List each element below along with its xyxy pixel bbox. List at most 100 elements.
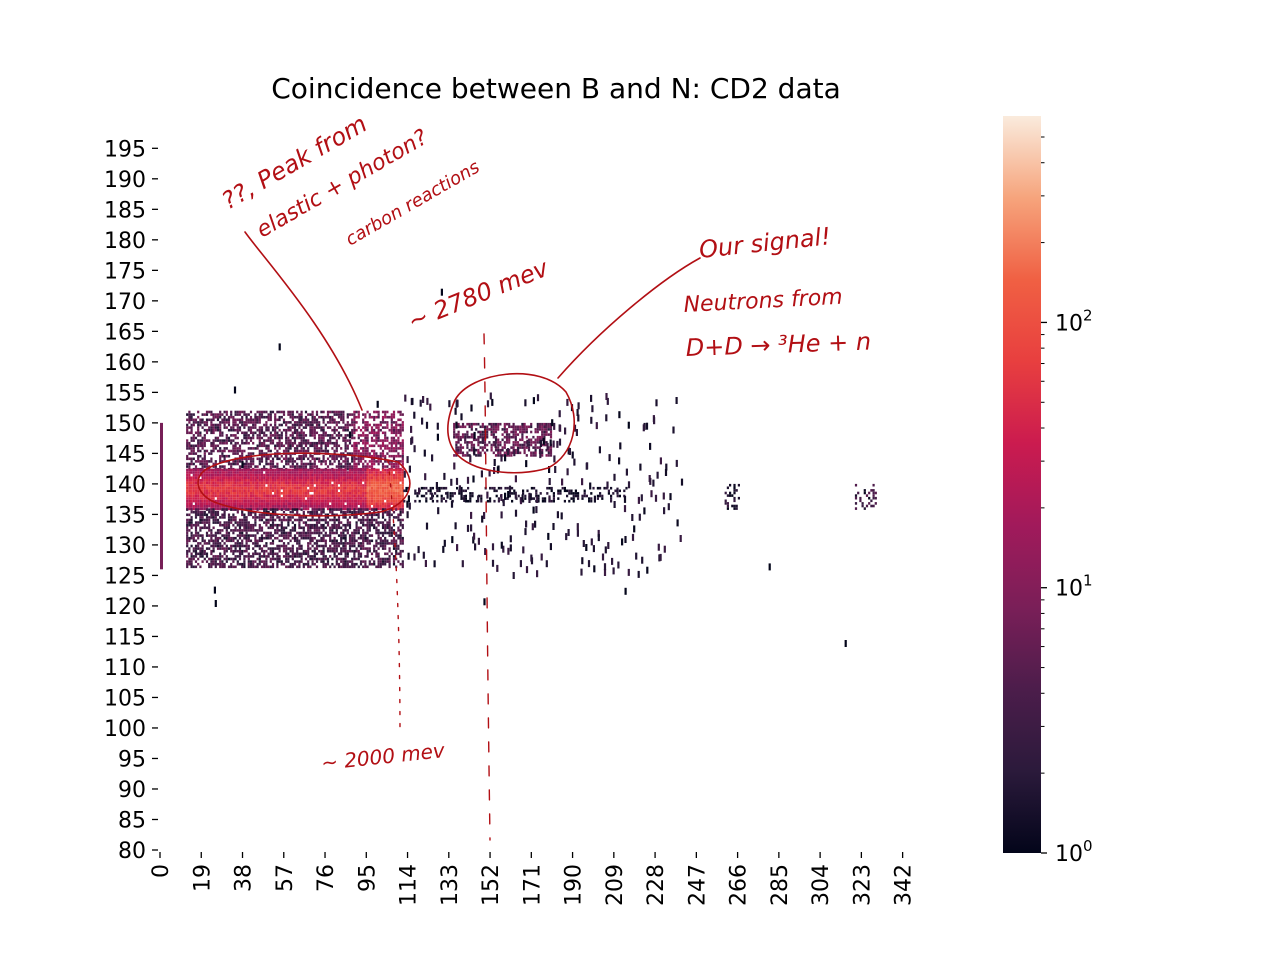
heat-cell — [315, 486, 319, 490]
heat-cell — [309, 531, 312, 535]
heat-cell — [311, 423, 314, 427]
heat-cell — [370, 518, 374, 522]
heat-cell — [322, 479, 325, 482]
heat-cell — [318, 423, 321, 427]
heat-cell — [326, 476, 330, 479]
heat-cell — [225, 476, 228, 479]
heat-cell — [194, 476, 198, 479]
heat-cell — [274, 468, 277, 472]
heat-cell — [188, 462, 191, 466]
heat-cell — [243, 497, 246, 500]
heat-cell — [186, 481, 189, 485]
heat-cell — [309, 505, 312, 508]
heat-cell — [282, 510, 286, 514]
heat-cell — [395, 531, 398, 535]
heat-cell — [238, 534, 242, 537]
heat-cell — [247, 421, 250, 424]
heat-cell — [318, 415, 321, 419]
heat-cell — [340, 479, 343, 482]
heat-cell — [194, 484, 198, 487]
heat-cell — [260, 534, 264, 537]
heat-cell — [208, 410, 211, 414]
heat-cell — [340, 497, 343, 500]
heat-cell — [377, 494, 380, 498]
heat-cell — [309, 434, 312, 437]
heat-cell — [311, 415, 314, 419]
heat-cell — [243, 565, 246, 569]
heat-cell — [271, 555, 275, 558]
heat-cell — [309, 479, 312, 482]
heat-cell — [232, 502, 235, 505]
heat-cell — [530, 438, 533, 442]
heat-cell — [353, 486, 356, 490]
heat-cell — [335, 526, 338, 530]
heat-cell — [547, 446, 550, 449]
heat-cell — [201, 547, 204, 550]
heat-cell — [296, 423, 299, 427]
heat-cell — [373, 444, 376, 448]
heat-cell — [267, 484, 270, 487]
heat-cell — [256, 505, 259, 508]
heat-cell — [368, 534, 371, 537]
heat-cell — [214, 460, 217, 463]
heat-cell — [256, 415, 259, 419]
heat-cell — [322, 431, 325, 435]
heat-cell — [366, 489, 369, 492]
heat-cell — [368, 562, 371, 566]
heat-cell — [236, 560, 239, 563]
heat-cell — [216, 468, 220, 472]
heat-cell — [491, 486, 494, 490]
heat-cell — [221, 471, 224, 474]
heat-cell — [340, 481, 343, 485]
heat-cell — [527, 448, 531, 452]
heat-cell — [285, 454, 288, 458]
heat-cell — [497, 448, 500, 452]
heat-cell — [366, 473, 369, 477]
heat-cell — [192, 421, 195, 424]
heat-cell — [390, 462, 393, 466]
heat-cell — [395, 476, 398, 479]
heat-cell — [258, 468, 261, 472]
heat-cell — [265, 439, 268, 442]
heat-cell — [205, 471, 209, 474]
heat-cell — [210, 413, 213, 416]
heat-cell — [245, 468, 248, 472]
heat-cell — [379, 454, 382, 458]
heat-cell — [377, 555, 380, 558]
heat-cell — [377, 542, 380, 545]
heat-cell — [501, 438, 504, 442]
heat-cell — [390, 441, 393, 445]
heat-cell — [289, 531, 292, 535]
heat-cell — [256, 529, 259, 532]
heat-cell — [526, 489, 529, 493]
heat-cell — [464, 494, 467, 498]
heat-cell — [285, 449, 288, 453]
heat-cell — [254, 484, 257, 487]
heat-cell — [260, 492, 264, 495]
heat-cell — [304, 549, 308, 553]
heat-cell — [296, 473, 299, 477]
heat-cell — [282, 534, 286, 537]
heat-cell — [359, 536, 363, 540]
heat-cell — [366, 565, 369, 569]
heat-cell — [333, 526, 336, 530]
heat-cell — [227, 423, 231, 427]
heat-cell — [362, 468, 365, 472]
heat-cell — [457, 438, 460, 442]
heat-cell — [282, 457, 286, 461]
heat-cell — [726, 507, 729, 510]
heat-cell — [227, 449, 231, 453]
heat-cell — [329, 555, 332, 558]
heat-cell — [388, 499, 391, 503]
heat-cell — [307, 499, 310, 503]
heat-cell — [223, 526, 226, 530]
heat-cell — [377, 531, 380, 535]
heat-cell — [186, 426, 189, 429]
heat-cell — [335, 441, 338, 445]
heat-cell — [313, 489, 316, 492]
heat-cell — [212, 539, 215, 543]
heat-cell — [296, 565, 299, 569]
heat-cell — [364, 555, 367, 558]
heat-cell — [307, 547, 310, 550]
heat-cell — [265, 447, 268, 450]
